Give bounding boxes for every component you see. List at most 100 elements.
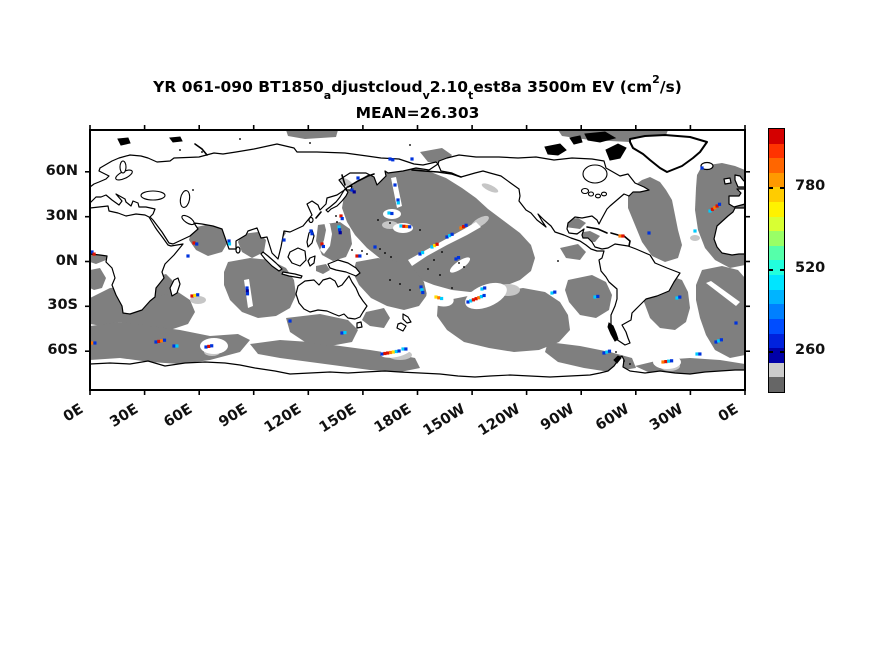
ev-speck [386, 351, 390, 355]
ev-speck [343, 331, 347, 335]
land-new-guinea [327, 259, 361, 277]
island-dot [361, 250, 363, 252]
gray-southern-ocean-indian-pacific [250, 340, 420, 372]
land-antarctica [89, 355, 746, 391]
ev-speck [396, 198, 400, 202]
y-tick-label: 30S [47, 297, 78, 314]
colorbar-band [769, 275, 784, 290]
island-dot [629, 363, 631, 365]
ev-speck [483, 286, 487, 290]
colorbar-band [769, 187, 784, 203]
gray-south-australia [286, 314, 358, 346]
island-chains [194, 143, 631, 247]
ev-speck [607, 349, 612, 353]
ocean-gray-regions [90, 130, 745, 376]
colorbar-band [769, 202, 784, 217]
ev-speck [456, 256, 461, 260]
ev-speck [435, 242, 439, 246]
ev-speck [602, 351, 606, 355]
colorbar-band [769, 362, 784, 378]
high-ev-specks [90, 157, 738, 364]
title-segment: a [323, 89, 332, 103]
colorbar-band [769, 129, 784, 144]
colorbar-tick-mark [780, 269, 785, 272]
ev-speck [717, 339, 721, 343]
island-dot [179, 149, 181, 151]
island-dot [463, 266, 465, 268]
land-australia [295, 275, 368, 320]
ev-speck [693, 229, 697, 233]
ev-speck [464, 223, 468, 227]
ev-speck [340, 217, 344, 221]
ev-speck [469, 299, 473, 303]
ev-speck [90, 341, 94, 345]
fringe-gulf-alaska [481, 183, 499, 193]
land-ireland [723, 177, 732, 185]
ev-speck [419, 285, 423, 289]
ev-speck [402, 224, 406, 228]
ev-speck [667, 359, 671, 363]
island-dot [441, 251, 443, 253]
land-baffin-island [605, 143, 627, 161]
ev-speck [380, 352, 384, 356]
hole-south-tasman [362, 328, 386, 340]
fringe-kuril [338, 177, 354, 187]
ev-speck [454, 257, 458, 261]
ev-speck [397, 349, 401, 353]
colorbar-band [769, 158, 784, 173]
continents [89, 131, 746, 391]
ev-speck [172, 344, 176, 348]
ev-speck [647, 231, 651, 235]
colorbar-band [769, 260, 784, 276]
x-tick-label: 0E [60, 401, 87, 426]
island-dot [389, 222, 391, 224]
title-segment: 2.10 [429, 78, 469, 97]
gray-peru-basin [565, 275, 612, 318]
colorbar-band [769, 143, 784, 159]
ev-speck [192, 241, 196, 245]
colorbar-band [769, 318, 784, 334]
land-victoria-island [544, 143, 567, 156]
lake-superior [580, 187, 590, 195]
aleutian-chain [411, 169, 462, 178]
land-europe-right-edge [728, 188, 746, 208]
island-dot [351, 249, 353, 251]
gray-angola-cape-basin [696, 266, 745, 358]
island-dot [390, 256, 392, 258]
ev-speck [675, 296, 679, 300]
land-new-zealand-north [402, 313, 412, 324]
ev-speck [190, 294, 194, 298]
ev-speck [154, 340, 158, 344]
island-dot [384, 252, 386, 254]
ev-speck [405, 224, 409, 229]
gray-arabian-sea [189, 224, 228, 256]
ev-speck [404, 347, 408, 351]
colorbar-band [769, 172, 784, 188]
colorbar-band [769, 216, 784, 232]
plot-subtitle-mean: MEAN=26.303 [355, 104, 480, 122]
plot-title: YR 061-090 BT1850adjustcloudv2.10test8a … [90, 73, 745, 103]
land-eurasia [89, 143, 439, 260]
ev-speck [418, 252, 422, 256]
ev-speck [700, 166, 704, 170]
island-dot [433, 259, 435, 261]
ev-speck [459, 226, 463, 230]
ev-speck [160, 339, 164, 343]
gray-banda-sea [316, 264, 330, 274]
black-sea [140, 190, 166, 201]
y-tick-label: 60N [45, 162, 78, 179]
land-new-zealand-south [396, 322, 407, 332]
ev-speck [204, 345, 208, 349]
island-dot [389, 279, 391, 281]
ev-speck [433, 244, 437, 248]
y-tick-label: 0N [55, 252, 78, 269]
ev-speck [670, 359, 674, 363]
lake-erie [594, 193, 602, 199]
ev-speck [321, 244, 325, 249]
ev-speck [394, 349, 398, 354]
ev-speck [383, 351, 387, 356]
lake-michigan [587, 191, 595, 197]
fringe-madeira [690, 235, 700, 241]
caspian-sea [179, 190, 191, 208]
